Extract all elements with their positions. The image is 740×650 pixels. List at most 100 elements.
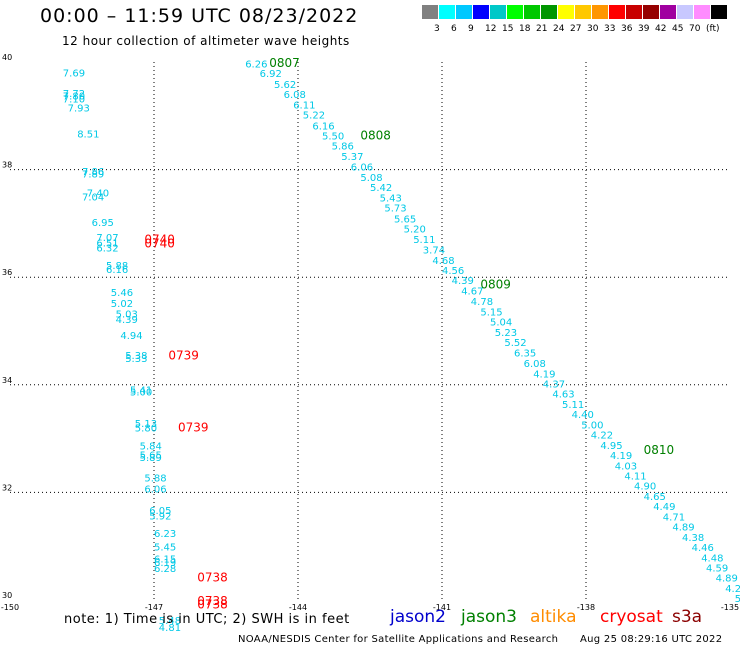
wave-height-label: 5.88	[144, 474, 166, 485]
wave-height-label: 4.89	[672, 523, 694, 534]
wave-height-label: 7.80	[63, 92, 85, 103]
wave-height-label: 4.71	[663, 512, 685, 523]
wave-height-label: 5.65	[394, 214, 416, 225]
wave-height-label: 4.11	[624, 471, 646, 482]
wave-height-label: 4.68	[432, 256, 454, 267]
credit-text: NOAA/NESDIS Center for Satellite Applica…	[238, 634, 559, 645]
map-subtitle: 12 hour collection of altimeter wave hei…	[62, 34, 350, 48]
y-tick-label: 30	[2, 591, 12, 600]
timestamp-text: Aug 25 08:29:16 UTC 2022	[580, 634, 723, 645]
wave-height-label: 4.21	[725, 584, 740, 595]
pass-time-label: 0738	[197, 571, 228, 585]
wave-height-label: 5.86	[332, 142, 354, 153]
x-tick-label: -141	[433, 603, 451, 612]
colorbar-label: 70	[689, 24, 701, 34]
map-title: 00:00 – 11:59 UTC 08/23/2022	[40, 5, 359, 27]
y-tick-label: 34	[2, 376, 12, 385]
colorbar-swatch	[439, 5, 455, 19]
wave-height-label: 5.13	[135, 419, 157, 430]
pass-time-label: 0738	[197, 598, 228, 612]
wave-height-label: 7.93	[68, 103, 90, 114]
colorbar-label: (ft)	[706, 24, 720, 34]
colorbar-swatch	[711, 5, 727, 19]
pass-time-label: 0740	[144, 232, 175, 246]
wave-height-label: 5.62	[274, 80, 296, 91]
colorbar-label: 3	[434, 24, 440, 34]
wave-height-label: 4.48	[701, 553, 723, 564]
wave-height-label: 6.08	[284, 90, 306, 101]
wave-height-label: 5.42	[370, 183, 392, 194]
wave-height-label: 4.89	[716, 574, 738, 585]
wave-height-label: 6.16	[312, 121, 334, 132]
satellite-legend-item: jason2	[390, 607, 446, 627]
colorbar-swatch	[490, 5, 506, 19]
colorbar-swatch	[507, 5, 523, 19]
wave-height-label: 4.39	[116, 315, 138, 326]
wave-height-label: 4.19	[533, 369, 555, 380]
x-tick-label: -135	[721, 603, 739, 612]
x-tick-label: -138	[577, 603, 595, 612]
colorbar-swatch	[592, 5, 608, 19]
colorbar-swatch	[456, 5, 472, 19]
wave-height-label: 7.04	[82, 192, 104, 203]
wave-height-label: 4.03	[615, 461, 637, 472]
wave-height-label: 7.86	[82, 167, 104, 178]
wave-height-label: 4.38	[682, 533, 704, 544]
colorbar-label: 42	[655, 24, 667, 34]
wave-height-label: 5.52	[504, 338, 526, 349]
wave-height-label: 6.95	[92, 218, 114, 229]
wave-height-label: 6.08	[524, 359, 546, 370]
wave-height-label: 7.72	[63, 89, 85, 100]
wave-height-label: 4.67	[461, 286, 483, 297]
colorbar-label: 18	[519, 24, 531, 34]
wave-height-label: 6.23	[154, 529, 176, 540]
wave-height-label: 4.56	[442, 266, 464, 277]
colorbar-label: 9	[468, 24, 474, 34]
wave-height-label: 5.04	[490, 318, 512, 329]
wave-height-label: 5.38	[125, 351, 147, 362]
colorbar-swatch	[422, 5, 438, 19]
wave-height-label: 5.73	[384, 204, 406, 215]
colorbar-label: 36	[621, 24, 633, 34]
wave-height-label: 7.89	[82, 170, 104, 181]
colorbar-swatch	[524, 5, 540, 19]
wave-height-label: 4.49	[653, 502, 675, 513]
wave-height-label: 7.07	[96, 233, 118, 244]
wave-height-label: 5.03	[116, 310, 138, 321]
wave-height-label: 8.51	[77, 129, 99, 140]
wave-height-label: 6.32	[96, 243, 118, 254]
wave-height-label: 4.81	[159, 623, 181, 634]
wave-height-label: 4.46	[692, 543, 714, 554]
wave-height-label: 4.40	[572, 410, 594, 421]
wave-height-label: 6.28	[154, 564, 176, 575]
colorbar-swatch	[694, 5, 710, 19]
pass-time-label: 0738	[197, 594, 228, 608]
colorbar-label: 39	[638, 24, 650, 34]
wave-height-label: 5.84	[140, 441, 162, 452]
wave-height-label: 5.23	[735, 594, 740, 605]
colorbar-swatch	[643, 5, 659, 19]
wave-height-label: 5.23	[495, 328, 517, 339]
wave-height-label: 7.10	[63, 94, 85, 105]
wave-height-label: 5.80	[135, 424, 157, 435]
pass-time-label: 0739	[168, 349, 199, 363]
wave-height-label: 5.11	[413, 235, 435, 246]
wave-height-label: 6.16	[106, 265, 128, 276]
y-tick-label: 32	[2, 483, 12, 492]
wave-height-label: 5.48	[159, 616, 181, 627]
wave-height-label: 6.06	[144, 484, 166, 495]
wave-height-label: 4.63	[552, 390, 574, 401]
wave-height-label: 5.20	[404, 225, 426, 236]
colorbar-swatch	[558, 5, 574, 19]
colorbar-swatch	[677, 5, 693, 19]
wave-height-label: 5.22	[303, 110, 325, 121]
x-tick-label: -150	[1, 603, 19, 612]
pass-time-label: 0808	[360, 128, 391, 142]
wave-height-label: 6.26	[245, 59, 267, 70]
wave-height-label: 6.92	[260, 69, 282, 80]
wave-height-label: 5.89	[140, 453, 162, 464]
wave-height-label: 5.08	[360, 173, 382, 184]
pass-time-label: 0739	[178, 421, 209, 435]
wave-height-label: 6.15	[154, 554, 176, 565]
wave-height-label: 4.59	[706, 563, 728, 574]
